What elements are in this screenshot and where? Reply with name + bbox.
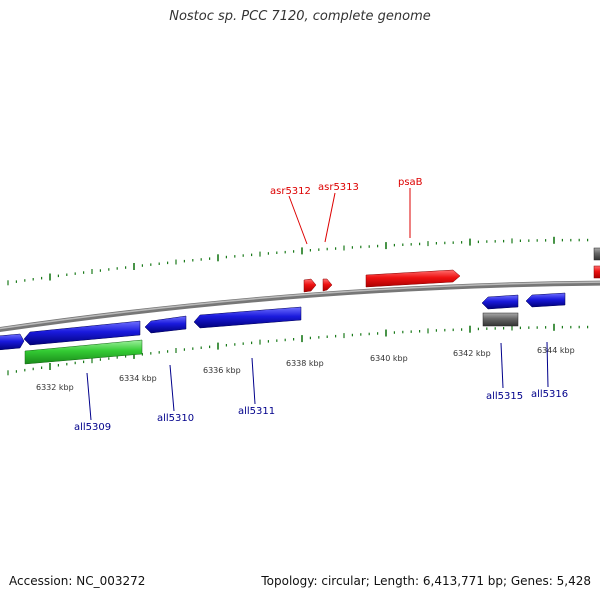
genome-backbone-highlight (0, 281, 600, 330)
rna-feature-green[interactable] (24, 339, 143, 365)
gene-all5316[interactable] (525, 292, 566, 308)
label-all5310[interactable]: all5310 (157, 413, 194, 424)
label-all5316[interactable]: all5316 (531, 389, 568, 400)
inner-tick-ring (7, 323, 589, 376)
scale-label-6338: 6338 kbp (286, 359, 324, 368)
leader-all5315 (500, 342, 504, 389)
genome-backbone (0, 280, 600, 333)
gene-asr5312[interactable] (303, 278, 317, 293)
gene-all5315[interactable] (481, 294, 519, 310)
scale-label-6334: 6334 kbp (119, 374, 157, 383)
label-all5315[interactable]: all5315 (486, 391, 523, 402)
label-psaB[interactable]: psaB (398, 177, 423, 188)
leader-all5311 (251, 357, 256, 405)
gene-edge-forward-gray[interactable] (593, 247, 600, 261)
gene-edge-forward-red[interactable] (593, 265, 600, 279)
genome-summary-text: Topology: circular; Length: 6,413,771 bp… (261, 574, 591, 588)
gene-psaB[interactable] (365, 269, 461, 288)
label-asr5312[interactable]: asr5312 (270, 186, 311, 197)
scale-label-6340: 6340 kbp (370, 354, 408, 363)
gene-all5311[interactable] (193, 306, 302, 329)
gene-asr5313[interactable] (322, 278, 333, 292)
leader-asr5313 (324, 192, 336, 243)
leader-all5316 (546, 341, 549, 388)
accession-text: Accession: NC_003272 (9, 574, 146, 588)
leader-all5310 (169, 364, 175, 412)
genome-title: Nostoc sp. PCC 7120, complete genome (169, 9, 431, 24)
outer-tick-ring (7, 236, 589, 286)
gene-all5310[interactable] (144, 315, 187, 334)
label-all5311[interactable]: all5311 (238, 406, 275, 417)
scale-label-6336: 6336 kbp (203, 366, 241, 375)
feature-gray[interactable] (482, 312, 519, 327)
scale-label-6344: 6344 kbp (537, 346, 575, 355)
label-all5309[interactable]: all5309 (74, 422, 111, 433)
leader-asr5312 (288, 195, 308, 245)
gene-edge-reverse-left[interactable] (0, 333, 25, 351)
label-asr5313[interactable]: asr5313 (318, 182, 359, 193)
scale-label-6342: 6342 kbp (453, 349, 491, 358)
scale-label-6332: 6332 kbp (36, 383, 74, 392)
leader-all5309 (86, 372, 92, 421)
gene-all5309[interactable] (23, 320, 141, 346)
